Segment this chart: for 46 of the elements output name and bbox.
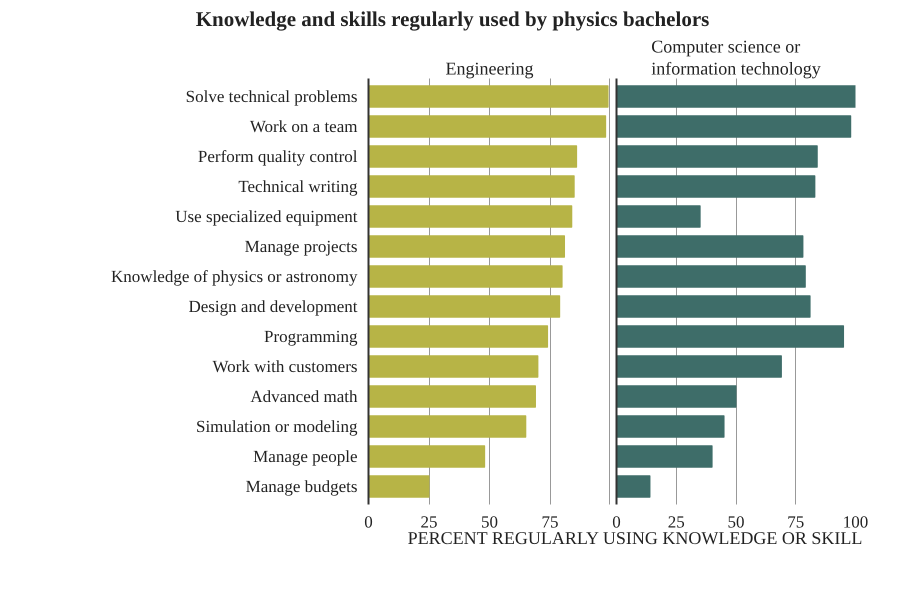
chart-subtitle: Computer science or information technology	[651, 36, 821, 78]
bar	[616, 265, 806, 288]
bar	[616, 85, 856, 108]
y-tick-label: Solve technical problems	[186, 87, 358, 106]
bar	[616, 385, 736, 408]
y-tick-label: Simulation or modeling	[196, 417, 358, 436]
y-tick-label: Design and development	[188, 297, 358, 316]
bar	[368, 235, 566, 258]
bar	[368, 205, 572, 228]
y-tick-label: Work on a team	[250, 117, 358, 136]
bar	[368, 415, 526, 438]
bar	[616, 475, 650, 498]
bar	[616, 355, 782, 378]
bar	[616, 445, 713, 468]
chart-subtitle: Engineering	[446, 58, 534, 78]
y-tick-label: Use specialized equipment	[175, 207, 358, 226]
bar	[368, 295, 560, 318]
bar	[368, 445, 486, 468]
bar	[368, 355, 538, 378]
bar	[616, 415, 725, 438]
y-tick-label: Manage budgets	[246, 477, 358, 496]
y-tick-label: Manage projects	[244, 237, 358, 256]
bar	[368, 325, 548, 348]
y-tick-label: Programming	[264, 327, 358, 346]
bar	[368, 175, 575, 198]
bar	[616, 145, 818, 168]
bar	[368, 115, 606, 138]
bar	[368, 475, 430, 498]
bar	[616, 235, 804, 258]
bar	[616, 115, 852, 138]
bar	[616, 295, 811, 318]
y-tick-label: Advanced math	[250, 387, 358, 406]
bar	[368, 385, 536, 408]
bar	[616, 325, 844, 348]
bar	[368, 265, 563, 288]
y-tick-label: Manage people	[253, 447, 358, 466]
y-tick-label: Perform quality control	[198, 147, 358, 166]
chart-title: Knowledge and skills regularly used by physics bachelors	[196, 7, 710, 31]
y-tick-label: Knowledge of physics or astronomy	[111, 267, 358, 286]
y-tick-label: Work with customers	[212, 357, 358, 376]
x-tick-label: 0	[364, 512, 373, 532]
bar	[368, 85, 609, 108]
bar	[616, 175, 816, 198]
bar	[616, 205, 701, 228]
bar	[368, 145, 578, 168]
y-tick-label: Technical writing	[238, 177, 358, 196]
